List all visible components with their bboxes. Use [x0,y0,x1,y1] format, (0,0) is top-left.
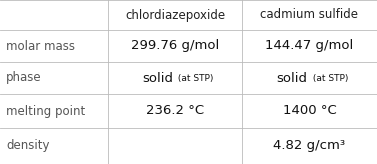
Text: melting point: melting point [6,104,85,117]
Text: chlordiazepoxide: chlordiazepoxide [125,9,225,21]
Text: solid: solid [142,72,173,84]
Text: 236.2 °C: 236.2 °C [146,104,204,117]
Text: (at STP): (at STP) [175,74,213,83]
Text: cadmium sulfide: cadmium sulfide [261,9,359,21]
Text: density: density [6,140,49,153]
Text: 144.47 g/mol: 144.47 g/mol [265,40,354,52]
Text: solid: solid [276,72,308,84]
Text: (at STP): (at STP) [310,74,348,83]
Text: 299.76 g/mol: 299.76 g/mol [131,40,219,52]
Text: molar mass: molar mass [6,40,75,52]
Text: 4.82 g/cm³: 4.82 g/cm³ [273,140,346,153]
Text: phase: phase [6,72,41,84]
Text: 1400 °C: 1400 °C [283,104,336,117]
